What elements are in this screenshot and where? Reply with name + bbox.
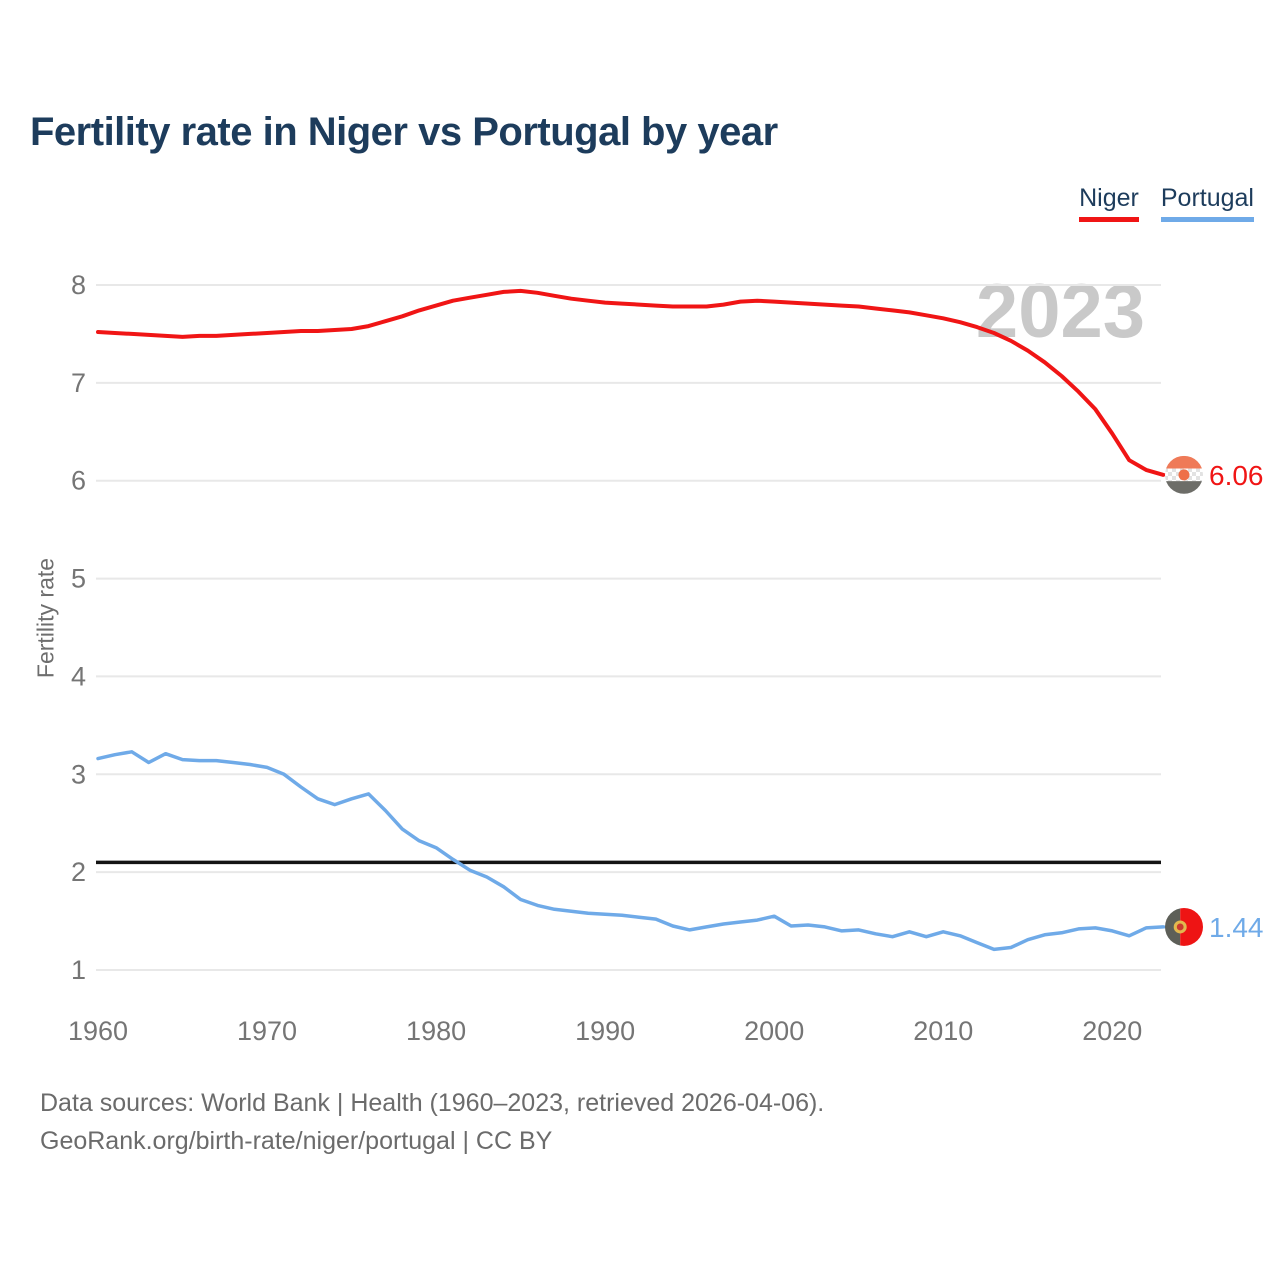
x-tick-label: 2010 bbox=[913, 1016, 973, 1046]
x-tick-label: 2000 bbox=[744, 1016, 804, 1046]
niger-end-value-label: 6.06 bbox=[1209, 460, 1264, 491]
portugal-end-value-label: 1.44 bbox=[1209, 912, 1264, 943]
x-tick-label: 1990 bbox=[575, 1016, 635, 1046]
y-tick-label: 1 bbox=[71, 955, 86, 985]
y-axis-title: Fertility rate bbox=[32, 557, 59, 679]
x-tick-label: 1980 bbox=[406, 1016, 466, 1046]
y-tick-label: 6 bbox=[71, 466, 86, 496]
source-line-1: Data sources: World Bank | Health (1960–… bbox=[40, 1089, 825, 1117]
y-tick-label: 8 bbox=[71, 270, 86, 300]
legend-label-niger: Niger bbox=[1079, 184, 1139, 212]
legend: Niger Portugal bbox=[1079, 184, 1254, 222]
y-tick-label: 4 bbox=[71, 661, 86, 691]
y-tick-label: 3 bbox=[71, 759, 86, 789]
niger-flag-icon bbox=[1165, 455, 1203, 494]
legend-label-portugal: Portugal bbox=[1160, 184, 1254, 212]
source-line-2: GeoRank.org/birth-rate/niger/portugal | … bbox=[40, 1127, 553, 1155]
portugal-flag-icon bbox=[1165, 907, 1203, 946]
y-tick-label: 2 bbox=[71, 857, 86, 887]
source-note: Data sources: World Bank | Health (1960–… bbox=[40, 1084, 824, 1160]
x-tick-label: 2020 bbox=[1082, 1016, 1142, 1046]
niger-line bbox=[96, 288, 1165, 477]
x-tick-label: 1970 bbox=[237, 1016, 297, 1046]
chart-title: Fertility rate in Niger vs Portugal by y… bbox=[30, 110, 778, 154]
y-tick-label: 5 bbox=[71, 564, 86, 594]
portugal-line bbox=[96, 750, 1165, 952]
legend-item-portugal[interactable]: Portugal bbox=[1160, 184, 1254, 222]
x-tick-label: 1960 bbox=[68, 1016, 128, 1046]
legend-item-niger[interactable]: Niger bbox=[1079, 184, 1139, 222]
y-tick-label: 7 bbox=[71, 368, 86, 398]
